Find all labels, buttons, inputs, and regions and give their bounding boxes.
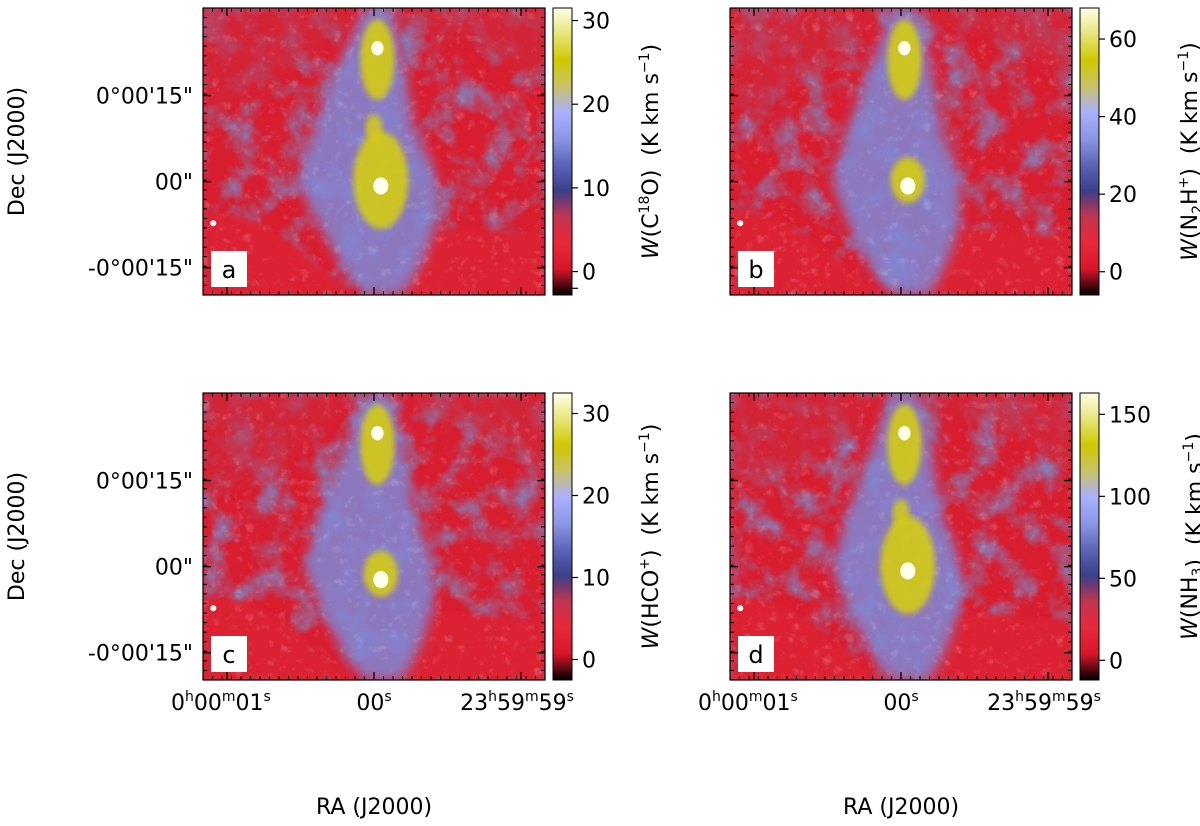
colorbar-tick-label: 20 (582, 93, 610, 118)
panel-label: b (748, 256, 763, 284)
emission-peak (898, 41, 911, 56)
panel-a: a 0 10 20 30 W(C18O)(K km s−1) (202, 7, 664, 296)
colorbar-tick-label: 0 (582, 649, 596, 674)
dec-tick-label: -0°00'15" (88, 642, 193, 667)
dec-tick-label: -0°00'15" (88, 257, 193, 282)
major-ticks (203, 8, 545, 295)
point-source (210, 220, 217, 227)
colorbar-label: W(NH3)(K km s−1) (1178, 433, 1200, 640)
emission-peak (360, 19, 395, 100)
colorbar-tick-label: 20 (1109, 183, 1137, 208)
minor-ticks (203, 8, 545, 295)
emission-peak (887, 404, 922, 485)
minor-ticks (730, 393, 1072, 680)
dec-tick-label: 00" (155, 171, 193, 196)
colorbar: 0 10 20 30 W(C18O)(K km s−1) (552, 7, 664, 296)
major-ticks (730, 8, 1072, 295)
point-source (737, 220, 744, 227)
y-axis-label: Dec (J2000) (5, 472, 30, 601)
colorbar-tick-label: 150 (1109, 403, 1151, 428)
panel-label: c (222, 641, 235, 669)
colorbar: 0 20 40 60 W(N2H+)(K km s−1) (1079, 7, 1200, 296)
x-axis-label: RA (J2000) (843, 795, 959, 820)
panel-label: a (222, 256, 237, 284)
colorbar-tick-label: 0 (1109, 649, 1123, 674)
ra-tick-label: 00s (883, 689, 918, 716)
panel-label-box (738, 636, 774, 672)
emission-peak (373, 177, 389, 195)
emission-peak (373, 570, 389, 589)
panel-label-box (211, 251, 247, 287)
intensity-map (730, 393, 1072, 680)
emission-peak (898, 426, 911, 441)
y-axis-label: Dec (J2000) (5, 87, 30, 216)
colorbar-gradient (1079, 7, 1100, 296)
point-source (210, 605, 217, 612)
colorbar-tick-label: 20 (582, 485, 610, 510)
colorbar-tick-label: 30 (582, 10, 610, 35)
colorbar-gradient (552, 392, 573, 681)
ra-tick-label: 0h00m01s (698, 689, 798, 716)
colorbar-gradient (1079, 392, 1100, 681)
colorbar-label: W(C18O)(K km s−1) (637, 44, 664, 259)
dec-tick-label: 0°00'15" (96, 85, 193, 110)
panel-c: c 0 10 20 30 W(HCO+)(K km s−1) (202, 392, 664, 681)
colorbar-tick-label: 100 (1109, 485, 1151, 510)
ra-tick-label: 23h59m59s (987, 689, 1101, 716)
colorbar-tick-label: 10 (582, 177, 610, 202)
panel-label-box (738, 251, 774, 287)
colorbar-tick-label: 10 (582, 567, 610, 592)
x-axis-label: RA (J2000) (316, 795, 432, 820)
emission-peak (900, 562, 916, 580)
emission-peak (887, 19, 922, 100)
colorbar-label: W(HCO+)(K km s−1) (637, 424, 664, 650)
intensity-map (730, 8, 1072, 295)
point-source (737, 605, 744, 612)
colorbar: 0 50 100 150 W(NH3)(K km s−1) (1079, 392, 1200, 681)
colorbar-tick-label: 60 (1109, 28, 1137, 53)
panel-label: d (748, 641, 763, 669)
emission-peak (371, 41, 384, 56)
panel-b: b 0 20 40 60 W(N2H+)(K km s−1) (729, 7, 1200, 296)
panel-d: d 0 50 100 150 W(NH3)(K km s−1) (729, 392, 1200, 681)
emission-peak (892, 499, 910, 528)
colorbar-tick-label: 0 (1109, 261, 1123, 286)
colorbar-tick-label: 0 (582, 261, 596, 286)
colorbar-gradient (552, 7, 573, 296)
intensity-map (203, 8, 545, 295)
colorbar-label: W(N2H+)(K km s−1) (1176, 42, 1200, 260)
minor-ticks (203, 393, 545, 680)
ra-tick-label: 23h59m59s (460, 689, 574, 716)
major-ticks (730, 393, 1072, 680)
ra-tick-label: 00s (356, 689, 391, 716)
colorbar-tick-label: 30 (582, 403, 610, 428)
emission-peak (365, 114, 383, 143)
major-ticks (203, 393, 545, 680)
dec-tick-label: 00" (155, 556, 193, 581)
emission-peak (371, 426, 384, 441)
panel-label-box (211, 636, 247, 672)
ra-tick-label: 0h00m01s (171, 689, 271, 716)
colorbar: 0 10 20 30 W(HCO+)(K km s−1) (552, 392, 664, 681)
emission-peak (900, 177, 916, 195)
intensity-map (203, 393, 545, 680)
dec-tick-label: 0°00'15" (96, 470, 193, 495)
colorbar-tick-label: 50 (1109, 567, 1137, 592)
colorbar-tick-label: 40 (1109, 106, 1137, 131)
emission-peak (360, 404, 395, 485)
